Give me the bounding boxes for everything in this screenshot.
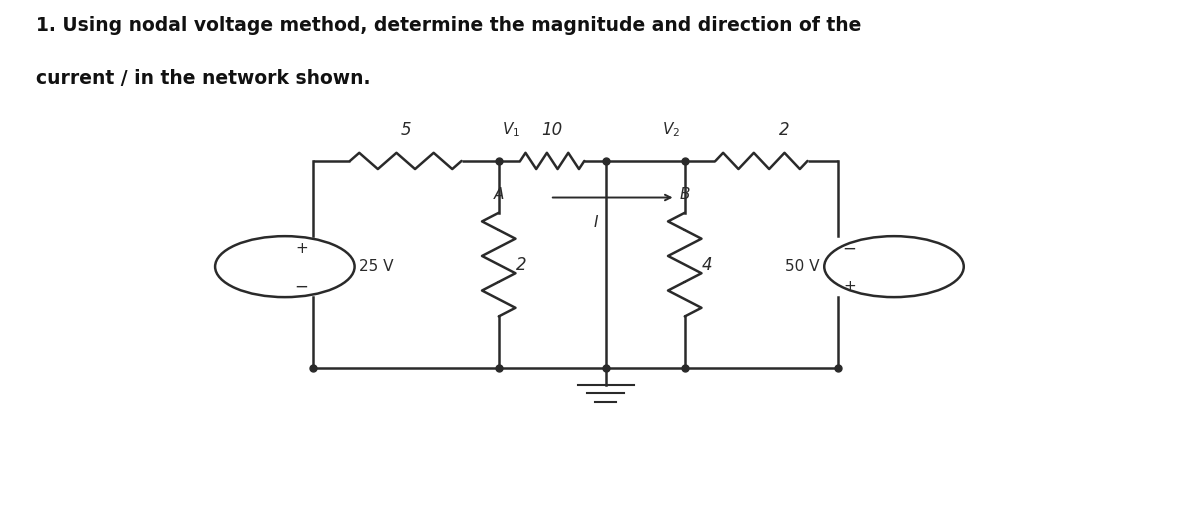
Text: 50 V: 50 V bbox=[785, 259, 820, 274]
Text: −: − bbox=[842, 239, 857, 257]
Text: 25 V: 25 V bbox=[359, 259, 394, 274]
Text: −: − bbox=[295, 277, 308, 296]
Text: +: + bbox=[842, 279, 856, 294]
Text: +: + bbox=[295, 241, 308, 256]
Text: 2: 2 bbox=[516, 256, 526, 274]
Text: $V_2$: $V_2$ bbox=[662, 120, 680, 138]
Text: 10: 10 bbox=[541, 120, 563, 138]
Text: 5: 5 bbox=[401, 120, 412, 138]
Text: B: B bbox=[679, 187, 690, 202]
Text: $I$: $I$ bbox=[593, 214, 600, 230]
Text: $V_1$: $V_1$ bbox=[502, 120, 520, 138]
Text: current / in the network shown.: current / in the network shown. bbox=[36, 69, 371, 88]
Text: A: A bbox=[493, 187, 504, 202]
Text: 4: 4 bbox=[702, 256, 712, 274]
Text: 1. Using nodal voltage method, determine the magnitude and direction of the: 1. Using nodal voltage method, determine… bbox=[36, 16, 862, 35]
Text: 2: 2 bbox=[780, 120, 790, 138]
